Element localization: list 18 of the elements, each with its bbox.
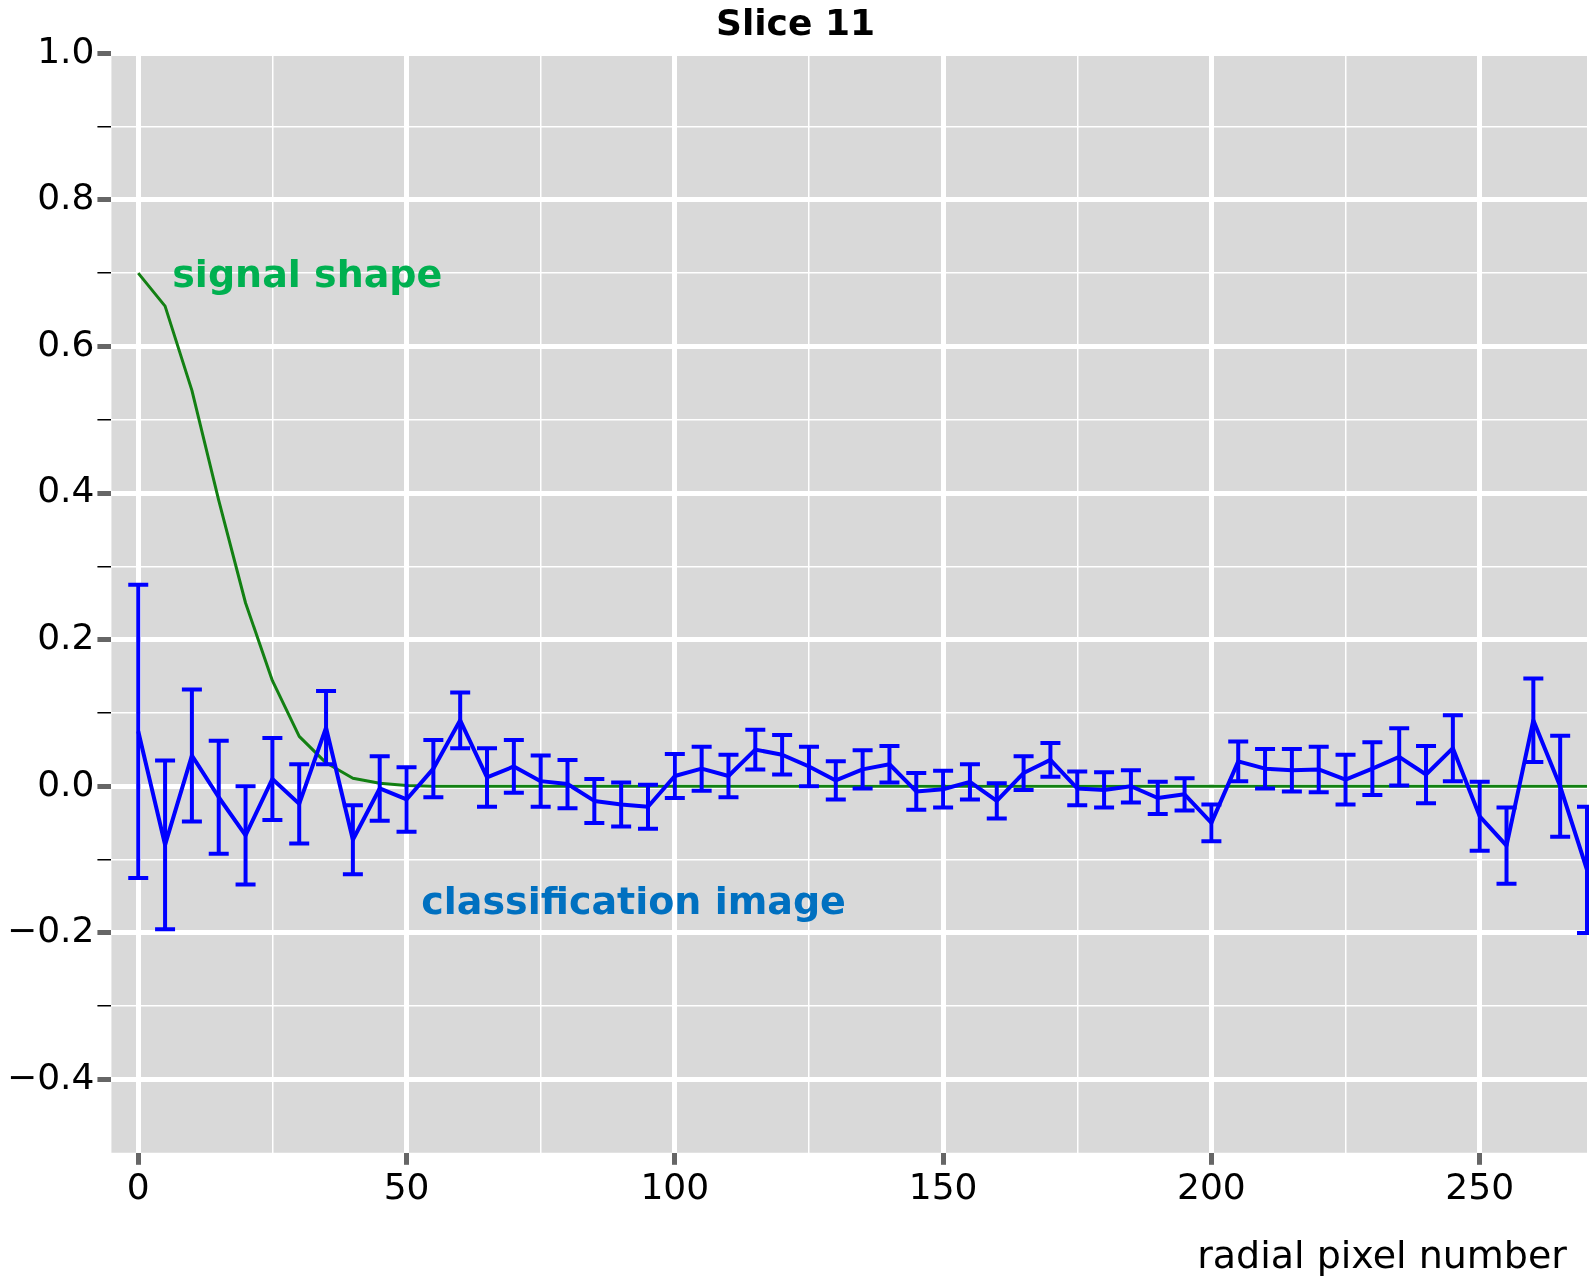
x-tick-label: 150 <box>908 1165 978 1207</box>
y-tick-label: 0.0 <box>37 762 95 804</box>
x-tick-label: 200 <box>1177 1165 1246 1207</box>
x-axis-title: radial pixel number <box>1197 1232 1568 1277</box>
x-tick-label: 50 <box>383 1165 430 1207</box>
y-tick-label: 0.2 <box>37 616 95 658</box>
y-tick-label: −0.2 <box>6 909 95 951</box>
x-tick-label: 0 <box>126 1165 150 1207</box>
series-label: signal shape <box>172 251 443 296</box>
y-tick-label: 0.8 <box>37 176 95 218</box>
x-tick-label: 250 <box>1445 1165 1515 1207</box>
chart-title: Slice 11 <box>716 1 875 43</box>
y-tick-label: 1.0 <box>37 29 95 71</box>
y-tick-label: 0.4 <box>37 469 95 511</box>
y-tick-label: −0.4 <box>6 1055 95 1097</box>
y-tick-label: 0.6 <box>37 322 95 364</box>
text: classification image <box>421 879 846 924</box>
x-tick-label: 100 <box>640 1165 710 1207</box>
